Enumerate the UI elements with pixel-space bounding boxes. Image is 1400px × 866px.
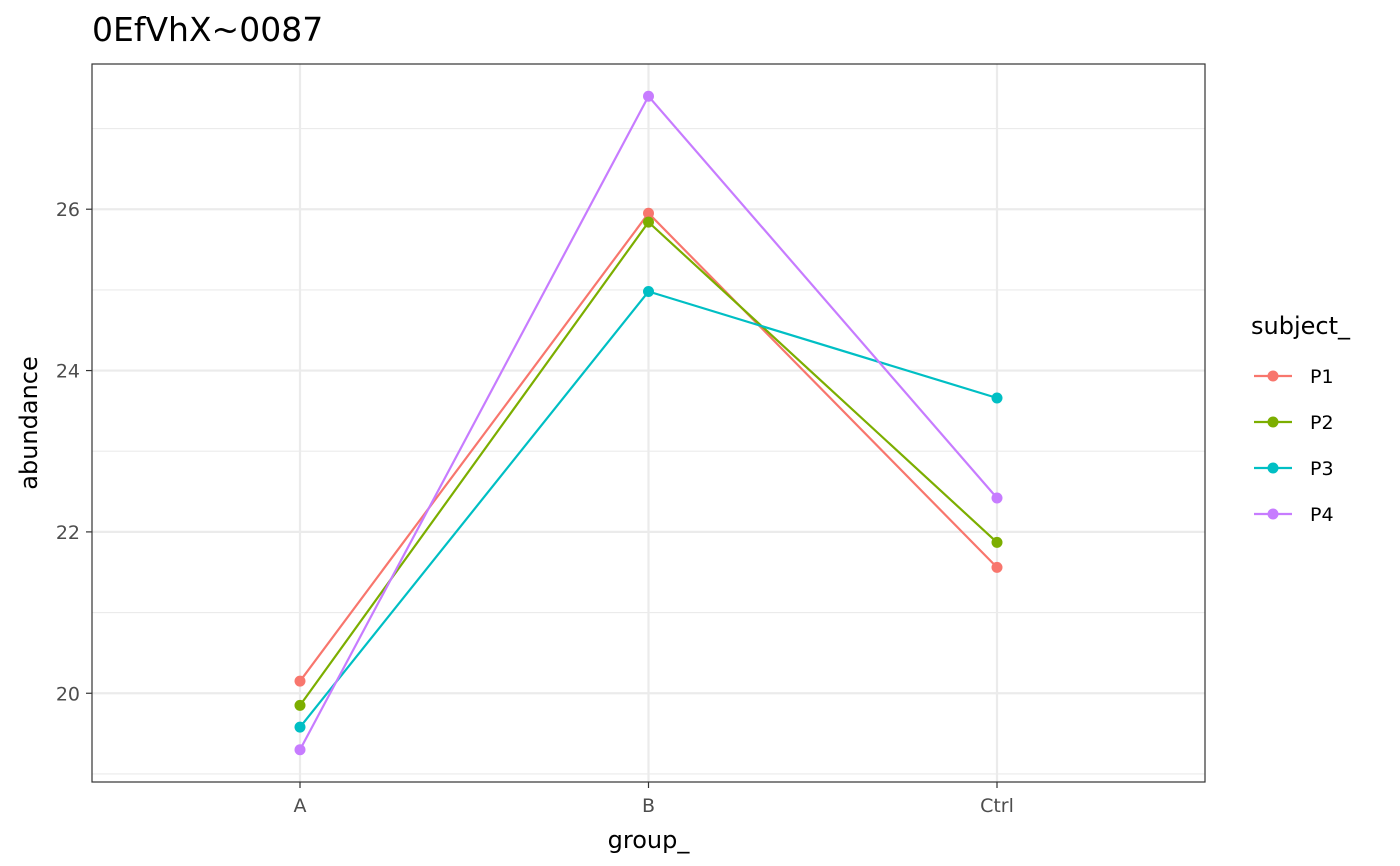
y-tick-label: 22 (56, 522, 80, 544)
y-tick-label: 20 (56, 683, 80, 705)
x-tick-label: B (642, 795, 655, 817)
data-point-P3 (991, 392, 1003, 404)
legend-items: P1 P2 P3 P4 (1254, 366, 1334, 526)
series-layer (294, 90, 1003, 756)
x-axis: A B Ctrl (294, 782, 1014, 817)
legend: subject_ P1 P2 P3 P4 (1251, 312, 1351, 526)
x-tick-label: Ctrl (980, 795, 1014, 817)
data-point-P2 (991, 536, 1003, 548)
data-point-P2 (294, 699, 306, 711)
legend-title: subject_ (1251, 312, 1351, 340)
y-tick-label: 24 (56, 361, 80, 383)
y-axis: 20 22 24 26 (56, 199, 92, 705)
data-point-P1 (643, 207, 654, 219)
legend-key-point-P2 (1267, 416, 1279, 428)
legend-label-P2: P2 (1310, 412, 1334, 434)
data-point-P2 (643, 216, 654, 228)
legend-key-point-P4 (1267, 508, 1279, 520)
y-tick-label: 26 (56, 199, 80, 221)
legend-label-P4: P4 (1310, 504, 1334, 526)
data-point-P4 (991, 492, 1003, 504)
data-point-P3 (294, 721, 306, 733)
data-point-P4 (643, 90, 654, 102)
x-axis-title: group_ (608, 826, 691, 854)
x-tick-label: A (294, 795, 307, 817)
legend-label-P1: P1 (1310, 366, 1334, 388)
legend-key-point-P3 (1267, 462, 1279, 474)
data-point-P1 (294, 675, 306, 687)
data-point-P3 (643, 286, 654, 298)
data-point-P4 (294, 744, 306, 756)
legend-key-point-P1 (1267, 370, 1279, 382)
legend-label-P3: P3 (1310, 458, 1334, 480)
grid-major (92, 64, 1205, 782)
y-axis-title: abundance (15, 356, 43, 489)
data-point-P1 (991, 561, 1003, 573)
chart-title: 0EfVhX~0087 (92, 10, 323, 49)
